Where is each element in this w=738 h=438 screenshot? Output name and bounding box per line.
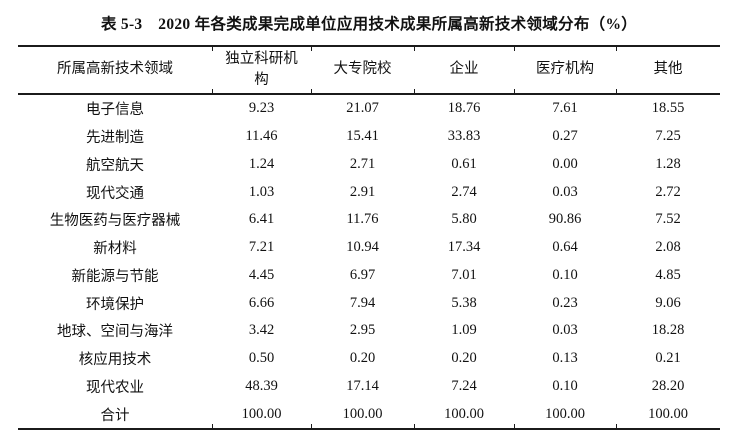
cell-value: 48.39 (245, 377, 278, 394)
column-header-field: 所属高新技术领域 (18, 45, 212, 95)
cell-value: 7.61 (552, 100, 578, 117)
cell-value: 0.27 (552, 128, 578, 145)
table-row: 新材料 7.21 10.94 17.34 0.64 2.08 (18, 234, 720, 262)
cell-value: 18.55 (651, 100, 685, 117)
cell-value: 7.01 (451, 266, 477, 283)
cell-value: 3.42 (248, 322, 275, 339)
header-row: 所属高新技术领域 独立科研机构 大专院校 企业 医疗机构 其他 (18, 45, 720, 95)
row-label: 现代交通 (86, 185, 144, 202)
table-row-total: 合计 100.00 100.00 100.00 100.00 100.00 (18, 400, 720, 430)
table-row: 先进制造 11.46 15.41 33.83 0.27 7.25 (18, 123, 720, 151)
cell-value: 18.76 (447, 100, 481, 117)
cell-value: 15.41 (346, 128, 379, 145)
cell-value: 11.46 (245, 128, 278, 145)
cell-value: 4.45 (248, 266, 275, 283)
cell-value: 100.00 (212, 400, 311, 430)
cell-value: 7.24 (451, 377, 477, 394)
cell-value: 2.72 (655, 183, 681, 200)
cell-value: 17.14 (346, 377, 379, 394)
table-row: 现代农业 48.39 17.14 7.24 0.10 28.20 (18, 373, 720, 401)
cell-value: 1.28 (655, 155, 681, 172)
cell-value: 0.13 (552, 350, 578, 367)
cell-value: 0.10 (552, 377, 578, 394)
table-row: 核应用技术 0.50 0.20 0.20 0.13 0.21 (18, 345, 720, 373)
cell-value: 11.76 (346, 211, 379, 228)
cell-value: 0.61 (451, 155, 477, 172)
cell-value: 5.38 (451, 294, 477, 311)
cell-value: 0.03 (552, 183, 578, 200)
cell-value: 0.10 (552, 266, 578, 283)
cell-value: 1.24 (248, 155, 275, 172)
cell-value: 0.20 (349, 350, 376, 367)
cell-value: 9.06 (655, 294, 681, 311)
table-row: 现代交通 1.03 2.91 2.74 0.03 2.72 (18, 178, 720, 206)
row-label: 生物医药与医疗器械 (49, 213, 181, 230)
cell-value: 1.03 (248, 183, 275, 200)
cell-value: 10.94 (346, 239, 379, 256)
table-row: 电子信息 9.23 21.07 18.76 7.61 18.55 (18, 94, 720, 123)
table-row: 地球、空间与海洋 3.42 2.95 1.09 0.03 18.28 (18, 317, 720, 345)
data-table: 所属高新技术领域 独立科研机构 大专院校 企业 医疗机构 其他 电子信息 9.2… (18, 45, 720, 430)
cell-value: 17.34 (447, 239, 481, 256)
cell-value: 6.97 (349, 266, 376, 283)
cell-value: 7.25 (655, 128, 681, 145)
row-label: 电子信息 (86, 102, 144, 119)
cell-value: 0.64 (552, 239, 578, 256)
row-label: 核应用技术 (78, 352, 152, 369)
column-header-university: 大专院校 (311, 45, 414, 95)
table-title: 表 5-3 2020 年各类成果完成单位应用技术成果所属高新技术领域分布（%） (100, 16, 638, 33)
cell-value: 1.09 (451, 322, 477, 339)
cell-value: 0.03 (552, 322, 578, 339)
cell-value: 0.21 (655, 350, 681, 367)
row-label: 新材料 (93, 241, 137, 258)
cell-value: 100.00 (414, 400, 514, 430)
cell-value: 90.86 (548, 211, 582, 228)
row-label: 航空航天 (86, 157, 144, 174)
cell-value: 2.08 (655, 239, 681, 256)
cell-value: 0.20 (451, 350, 477, 367)
cell-value: 5.80 (451, 211, 477, 228)
cell-value: 2.91 (349, 183, 376, 200)
row-label: 现代农业 (86, 379, 144, 396)
cell-value: 4.85 (655, 266, 681, 283)
column-header-medical: 医疗机构 (514, 45, 616, 95)
column-header-enterprise: 企业 (414, 45, 514, 95)
cell-value: 0.00 (552, 155, 578, 172)
cell-value: 33.83 (447, 128, 481, 145)
cell-value: 28.20 (651, 377, 685, 394)
cell-value: 21.07 (346, 100, 379, 117)
cell-value: 6.66 (248, 294, 275, 311)
row-label: 新能源与节能 (71, 268, 159, 285)
cell-value: 2.74 (451, 183, 477, 200)
column-header-research-institute: 独立科研机构 (212, 45, 311, 95)
cell-value: 7.52 (655, 211, 681, 228)
column-header-other: 其他 (616, 45, 720, 95)
cell-value: 2.71 (349, 155, 376, 172)
cell-value: 7.94 (349, 294, 376, 311)
cell-value: 9.23 (248, 100, 275, 117)
cell-value: 7.21 (248, 239, 275, 256)
cell-value: 0.50 (248, 350, 275, 367)
cell-value: 100.00 (616, 400, 720, 430)
cell-value: 0.23 (552, 294, 578, 311)
row-label: 环境保护 (86, 296, 144, 313)
row-label: 先进制造 (86, 130, 144, 147)
cell-value: 18.28 (651, 322, 685, 339)
row-label: 地球、空间与海洋 (57, 324, 173, 341)
table-row: 新能源与节能 4.45 6.97 7.01 0.10 4.85 (18, 262, 720, 290)
table-row: 航空航天 1.24 2.71 0.61 0.00 1.28 (18, 151, 720, 179)
table-row: 环境保护 6.66 7.94 5.38 0.23 9.06 (18, 289, 720, 317)
table-row: 生物医药与医疗器械 6.41 11.76 5.80 90.86 7.52 (18, 206, 720, 234)
table-header: 所属高新技术领域 独立科研机构 大专院校 企业 医疗机构 其他 (18, 45, 720, 95)
cell-value: 2.95 (349, 322, 376, 339)
cell-value: 100.00 (311, 400, 414, 430)
row-label: 合计 (18, 400, 212, 430)
cell-value: 6.41 (248, 211, 275, 228)
cell-value: 100.00 (514, 400, 616, 430)
table-body: 电子信息 9.23 21.07 18.76 7.61 18.55 先进制造 11… (18, 94, 720, 430)
